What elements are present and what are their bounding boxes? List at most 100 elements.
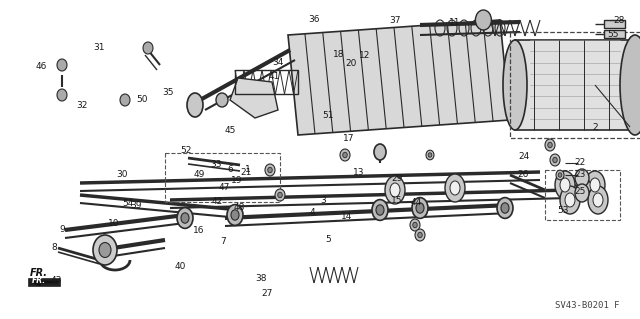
Text: 33: 33 [211,160,222,169]
Ellipse shape [385,176,405,204]
Ellipse shape [593,193,603,207]
Text: 29: 29 [391,174,403,182]
Ellipse shape [416,203,424,213]
Text: 11: 11 [449,19,460,27]
Text: 42: 42 [212,197,223,206]
Text: 52: 52 [180,146,191,155]
Ellipse shape [555,171,575,199]
Text: 4: 4 [310,208,315,217]
Text: 6: 6 [228,165,233,174]
Ellipse shape [390,183,400,197]
Ellipse shape [497,197,513,219]
Ellipse shape [231,210,239,220]
Ellipse shape [585,171,605,199]
Text: 5: 5 [325,235,330,244]
Ellipse shape [143,42,153,54]
Text: SV43-B0201 F: SV43-B0201 F [555,300,620,309]
Text: 46: 46 [36,63,47,71]
Text: 19: 19 [231,176,243,185]
Ellipse shape [556,170,564,180]
Ellipse shape [216,93,228,107]
Text: 49: 49 [194,170,205,179]
Polygon shape [28,278,60,286]
Ellipse shape [560,178,570,192]
Text: 21: 21 [240,168,252,177]
Text: 54: 54 [122,199,134,208]
Text: 50: 50 [136,95,148,104]
Ellipse shape [445,174,465,202]
Ellipse shape [268,167,272,173]
Ellipse shape [418,232,422,238]
Ellipse shape [545,139,555,151]
Polygon shape [604,30,625,38]
Text: 1: 1 [246,165,251,174]
Ellipse shape [575,184,589,202]
Text: 36: 36 [308,15,319,24]
Ellipse shape [177,208,193,228]
Ellipse shape [265,164,275,176]
Text: 2: 2 [593,123,598,132]
Polygon shape [515,40,640,130]
Text: 38: 38 [255,274,267,283]
Text: 32: 32 [76,101,88,110]
Text: 17: 17 [343,134,355,143]
Text: 13: 13 [353,168,364,177]
Ellipse shape [476,10,492,30]
Text: FR.: FR. [30,268,48,278]
Text: 55: 55 [607,30,619,39]
Text: 34: 34 [273,58,284,67]
Text: 53: 53 [557,206,569,215]
Ellipse shape [340,149,350,161]
Ellipse shape [374,144,386,160]
Text: 7: 7 [220,237,225,246]
Ellipse shape [620,35,640,135]
Ellipse shape [450,181,460,195]
Text: 26: 26 [518,170,529,179]
Ellipse shape [413,222,417,228]
Text: 27: 27 [262,289,273,298]
Ellipse shape [412,197,428,219]
Ellipse shape [588,186,608,214]
Text: 31: 31 [93,43,105,52]
Ellipse shape [57,89,67,101]
Ellipse shape [275,189,285,201]
Text: 16: 16 [193,226,204,235]
Ellipse shape [187,93,203,117]
Text: 9: 9 [60,225,65,234]
Text: 28: 28 [614,16,625,25]
Text: 22: 22 [574,158,586,167]
Ellipse shape [548,142,552,148]
Ellipse shape [550,154,560,166]
Ellipse shape [227,204,243,226]
Text: 43: 43 [51,276,62,285]
Ellipse shape [343,152,348,158]
Ellipse shape [553,157,557,163]
Text: 18: 18 [333,50,345,59]
Text: FR.: FR. [32,276,46,285]
Text: 23: 23 [574,170,586,179]
Ellipse shape [99,242,111,257]
Ellipse shape [120,94,130,106]
Text: 41: 41 [268,72,280,81]
Text: 45: 45 [225,126,236,135]
Ellipse shape [560,186,580,214]
Polygon shape [288,20,510,135]
Ellipse shape [428,153,432,157]
Text: 35: 35 [162,88,173,97]
Text: 24: 24 [518,152,529,161]
Polygon shape [604,20,625,28]
Ellipse shape [503,40,527,130]
Ellipse shape [415,229,425,241]
Ellipse shape [558,173,562,177]
Text: 44: 44 [410,198,422,207]
Text: 39: 39 [130,201,141,210]
Ellipse shape [372,200,388,220]
Ellipse shape [565,193,575,207]
Text: 3: 3 [321,197,326,205]
Ellipse shape [410,219,420,231]
Text: 51: 51 [322,111,333,120]
Ellipse shape [501,203,509,213]
Text: 8: 8 [52,243,57,252]
Ellipse shape [426,150,434,160]
Ellipse shape [278,192,282,198]
